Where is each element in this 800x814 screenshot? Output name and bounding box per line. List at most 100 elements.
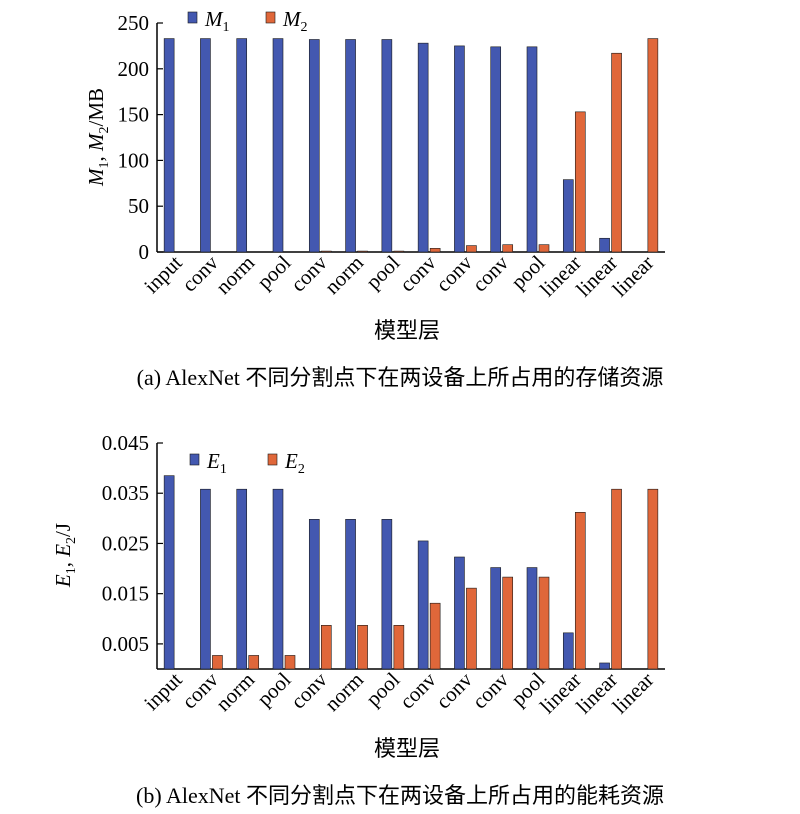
- y-tick-label: 150: [118, 103, 150, 127]
- x-tick-label: conv: [177, 667, 223, 713]
- bar-series1: [236, 488, 248, 670]
- legend-label-series1: M1: [204, 7, 230, 35]
- bar-series1: [562, 632, 574, 670]
- bar-series1: [308, 39, 320, 253]
- x-tick-label: linear: [571, 668, 622, 719]
- legend-swatch-series1: [189, 453, 200, 466]
- bar-series2: [647, 38, 659, 253]
- x-tick-label: norm: [320, 251, 368, 299]
- x-tick-label: conv: [395, 667, 441, 713]
- x-tick-label: conv: [431, 667, 477, 713]
- x-tick-label: conv: [467, 667, 513, 713]
- caption-storage-chart: (a) AlexNet 不同分割点下在两设备上所占用的存储资源: [136, 365, 664, 390]
- bar-series2: [212, 655, 223, 670]
- y-tick-label: 0.005: [102, 632, 149, 656]
- x-tick-label: conv: [395, 250, 441, 296]
- x-tick-label: norm: [320, 668, 368, 716]
- y-tick-label: 50: [128, 194, 149, 218]
- bar-series2: [611, 488, 622, 670]
- bar-series2: [429, 602, 441, 670]
- bar-series1: [562, 179, 574, 253]
- bar-series2: [466, 245, 477, 253]
- x-tick-label: pool: [252, 667, 295, 710]
- bar-series2: [284, 655, 296, 670]
- bar-series1: [345, 39, 356, 253]
- bar-series1: [163, 475, 175, 670]
- x-tick-label: pool: [252, 250, 295, 293]
- x-tick-label: linear: [535, 251, 586, 302]
- chart-storage: 050100150200250inputconvnormpoolconvnorm…: [84, 7, 665, 343]
- legend-label-series2: E2: [284, 449, 305, 477]
- bar-series1: [236, 38, 248, 253]
- y-axis-title: M1, M2/MB: [84, 88, 112, 187]
- y-tick-label: 0.025: [102, 531, 149, 555]
- bar-series1: [200, 38, 211, 253]
- bar-series2: [429, 248, 441, 253]
- bar-series2: [320, 250, 332, 253]
- bar-series1: [163, 38, 175, 253]
- x-tick-label: conv: [177, 250, 223, 296]
- bar-series1: [526, 46, 538, 253]
- bar-series1: [381, 519, 393, 670]
- x-tick-label: linear: [608, 668, 659, 719]
- x-tick-label: linear: [535, 668, 586, 719]
- y-tick-label: 0: [139, 240, 150, 264]
- x-tick-label: conv: [286, 250, 332, 296]
- bar-series1: [526, 567, 538, 670]
- bar-series1: [345, 519, 356, 670]
- bar-series2: [574, 111, 586, 253]
- bar-series1: [490, 567, 502, 670]
- bar-series1: [272, 488, 284, 670]
- x-tick-label: norm: [211, 251, 259, 299]
- bar-series2: [248, 655, 260, 670]
- bar-series1: [490, 46, 502, 253]
- bar-series1: [381, 39, 393, 253]
- x-tick-label: conv: [431, 250, 477, 296]
- legend-label-series2: M2: [282, 7, 308, 35]
- bar-series2: [574, 512, 586, 670]
- legend-swatch-series2: [267, 453, 278, 466]
- bar-series1: [200, 488, 211, 670]
- bar-series1: [417, 540, 429, 670]
- bar-series2: [393, 250, 405, 253]
- x-tick-label: conv: [467, 250, 513, 296]
- legend-swatch-series1: [187, 11, 198, 24]
- bar-series1: [308, 519, 320, 670]
- y-tick-label: 200: [118, 57, 150, 81]
- x-tick-label: linear: [608, 251, 659, 302]
- y-axis-title: E1, E2/J: [51, 523, 79, 588]
- bar-series1: [272, 38, 284, 253]
- bar-series1: [454, 45, 465, 253]
- bar-series2: [502, 244, 514, 253]
- bar-series2: [393, 625, 405, 670]
- bar-series2: [357, 250, 368, 253]
- y-tick-label: 0.015: [102, 582, 149, 606]
- bar-series1: [599, 237, 610, 253]
- bar-series2: [611, 52, 622, 253]
- bar-series1: [599, 662, 610, 670]
- bar-series2: [466, 587, 477, 670]
- bar-series1: [417, 42, 429, 253]
- legend-swatch-series2: [265, 11, 276, 24]
- x-axis-title: 模型层: [374, 736, 440, 761]
- x-tick-label: linear: [571, 251, 622, 302]
- x-tick-label: norm: [211, 668, 259, 716]
- caption-energy-chart: (b) AlexNet 不同分割点下在两设备上所占用的能耗资源: [136, 783, 664, 808]
- bar-series1: [454, 556, 465, 670]
- x-tick-label: conv: [286, 667, 332, 713]
- bar-series2: [320, 625, 332, 670]
- bar-series2: [357, 625, 368, 670]
- y-tick-label: 0.045: [102, 431, 149, 455]
- bar-series2: [502, 576, 514, 670]
- legend-label-series1: E1: [206, 449, 227, 477]
- chart-energy: 0.0050.0150.0250.0350.045inputconvnormpo…: [51, 431, 665, 761]
- x-tick-label: pool: [361, 250, 404, 293]
- y-tick-label: 100: [118, 148, 150, 172]
- x-tick-label: pool: [361, 667, 404, 710]
- x-tick-label: input: [139, 667, 187, 715]
- y-tick-label: 250: [118, 11, 150, 35]
- bar-series2: [538, 244, 550, 253]
- y-tick-label: 0.035: [102, 481, 149, 505]
- bar-series2: [647, 488, 659, 670]
